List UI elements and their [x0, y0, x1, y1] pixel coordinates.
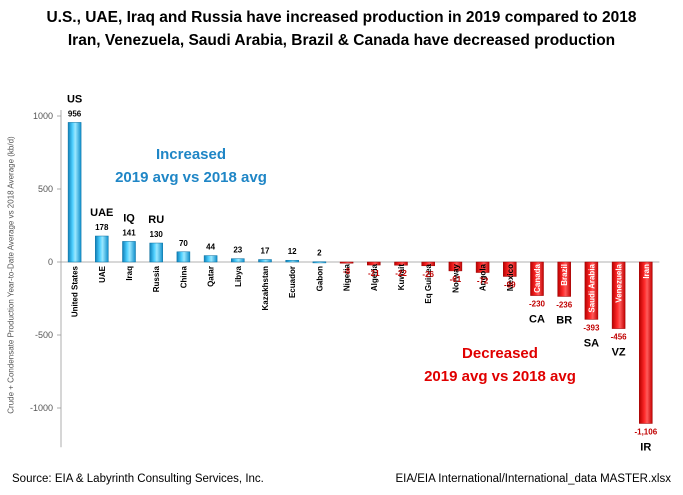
bar-ecuador [285, 259, 299, 263]
value-label: 141 [122, 228, 136, 237]
value-label: -393 [583, 323, 600, 332]
bar-venezuela [611, 261, 626, 329]
y-tick-label: 1000 [33, 111, 53, 121]
bar-qatar [203, 255, 218, 263]
bar-nigeria [339, 261, 354, 264]
category-label: Brazil [560, 264, 569, 286]
category-label: Kazakhstan [261, 266, 270, 311]
bar-libya [231, 258, 245, 263]
decreased-line-2: 2019 avg vs 2018 avg [424, 368, 576, 385]
value-label: -72 [477, 277, 489, 286]
value-label: -22 [395, 269, 407, 278]
value-label: 2 [317, 249, 322, 258]
chart-title-line-1: U.S., UAE, Iraq and Russia have increase… [46, 9, 637, 26]
value-label: 17 [261, 247, 270, 256]
category-label: Venezuela [615, 263, 624, 302]
bar-mexico [503, 261, 517, 277]
y-tick-label: 0 [48, 257, 53, 267]
bar-uae [95, 235, 109, 263]
bar-iran [639, 261, 653, 424]
value-label: 23 [233, 246, 242, 255]
bar-kuwait [394, 261, 408, 266]
bar-algeria [367, 261, 381, 266]
category-label: Ecuador [288, 266, 297, 298]
value-label: -26 [422, 270, 434, 279]
bar-united-states [67, 122, 82, 263]
category-label: Iraq [125, 266, 134, 281]
decreased-annotation: Decreased 2019 avg vs 2018 avg [400, 342, 600, 388]
category-label: United States [71, 265, 80, 317]
value-label: -21 [368, 269, 380, 278]
y-tick-label: -500 [35, 330, 53, 340]
category-label: China [179, 265, 188, 288]
category-label: Eq Guinea [424, 263, 433, 303]
bar-kazakhstan [258, 259, 272, 263]
decreased-line-1: Decreased [462, 345, 538, 362]
bar-angola [475, 261, 490, 273]
increased-line-2: 2019 avg vs 2018 avg [115, 169, 267, 186]
value-label: -8 [343, 267, 351, 276]
y-tick-label: -1000 [30, 403, 53, 413]
category-label: Gabon [315, 266, 324, 291]
country-code-label: US [67, 93, 82, 105]
country-code-label: UAE [90, 207, 113, 219]
bar-eq-guinea [421, 261, 435, 267]
category-label: Algeria [370, 263, 379, 291]
y-tick-label: 500 [38, 184, 53, 194]
value-label: -230 [529, 300, 546, 309]
bar-brazil [557, 261, 571, 297]
value-label: -456 [611, 333, 628, 342]
category-label: UAE [98, 265, 107, 283]
bar-canada [530, 261, 544, 296]
category-label: Russia [152, 265, 161, 292]
category-label: Libya [234, 265, 243, 286]
country-code-label: IQ [123, 212, 135, 224]
category-label: Angola [479, 263, 488, 291]
category-label: Canada [533, 263, 542, 292]
value-label: -61 [450, 275, 462, 284]
country-code-label: BR [556, 314, 572, 326]
bar-china [176, 251, 191, 263]
value-label: 130 [150, 230, 164, 239]
category-label: Kuwait [397, 264, 406, 291]
file-path-note: EIA/EIA International/International_data… [395, 473, 671, 485]
value-label: 44 [206, 243, 215, 252]
increased-line-1: Increased [155, 146, 227, 163]
value-label: -1,106 [634, 427, 657, 436]
bar-saudi-arabia [584, 261, 599, 320]
country-code-label: CA [529, 314, 545, 326]
source-note: Source: EIA & Labyrinth Consulting Servi… [12, 473, 264, 485]
country-code-label: RU [148, 214, 164, 226]
country-code-label: SA [584, 337, 599, 349]
category-label: Saudi Arabia [587, 263, 596, 312]
value-label: 70 [179, 239, 188, 248]
value-label: 178 [95, 223, 109, 232]
category-label: Norway [451, 263, 460, 292]
country-code-label: VZ [612, 347, 626, 359]
value-label: -99 [504, 280, 516, 289]
category-label: Qatar [207, 266, 216, 287]
bar-iraq [122, 241, 136, 263]
increased-annotation: Increased 2019 avg vs 2018 avg [96, 143, 286, 189]
bar-russia [149, 242, 163, 263]
bar-norway [448, 261, 463, 272]
value-label: 12 [288, 247, 297, 256]
category-label: Mexico [506, 264, 515, 291]
bar-gabon [312, 261, 327, 264]
category-label: Iran [642, 264, 651, 279]
chart-title-line-2: Iran, Venezuela, Saudi Arabia, Brazil & … [67, 32, 616, 49]
value-label: 956 [68, 109, 82, 118]
country-code-label: IR [640, 441, 651, 453]
value-label: -236 [556, 300, 573, 309]
category-label: Nigeria [343, 263, 352, 291]
